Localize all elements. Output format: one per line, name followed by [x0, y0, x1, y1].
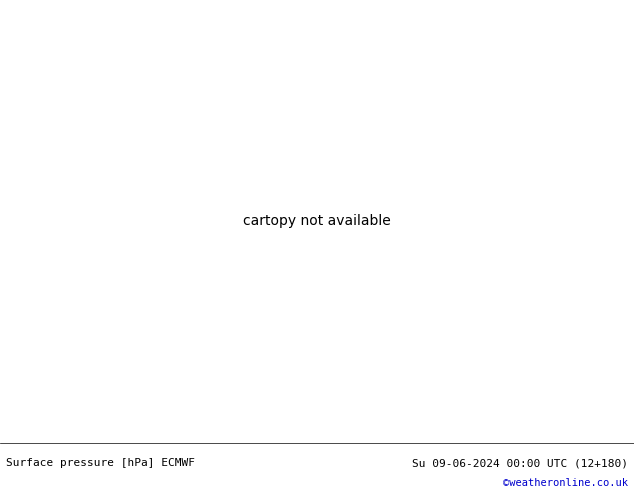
Text: Surface pressure [hPa] ECMWF: Surface pressure [hPa] ECMWF [6, 458, 195, 468]
Text: Su 09-06-2024 00:00 UTC (12+180): Su 09-06-2024 00:00 UTC (12+180) [411, 458, 628, 468]
Text: ©weatheronline.co.uk: ©weatheronline.co.uk [503, 478, 628, 488]
Text: cartopy not available: cartopy not available [243, 214, 391, 227]
